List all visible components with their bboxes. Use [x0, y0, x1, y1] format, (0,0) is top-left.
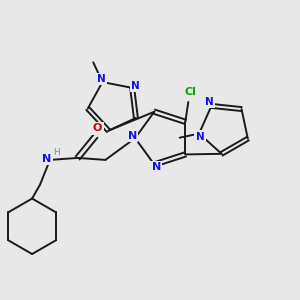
Text: Cl: Cl [184, 87, 196, 97]
Text: N: N [152, 163, 161, 172]
Text: H: H [53, 148, 60, 158]
Text: N: N [131, 81, 140, 91]
Text: N: N [97, 74, 106, 84]
Text: N: N [196, 131, 205, 142]
Text: N: N [128, 131, 137, 141]
Text: N: N [205, 97, 214, 107]
Text: O: O [93, 123, 102, 133]
Text: N: N [42, 154, 52, 164]
